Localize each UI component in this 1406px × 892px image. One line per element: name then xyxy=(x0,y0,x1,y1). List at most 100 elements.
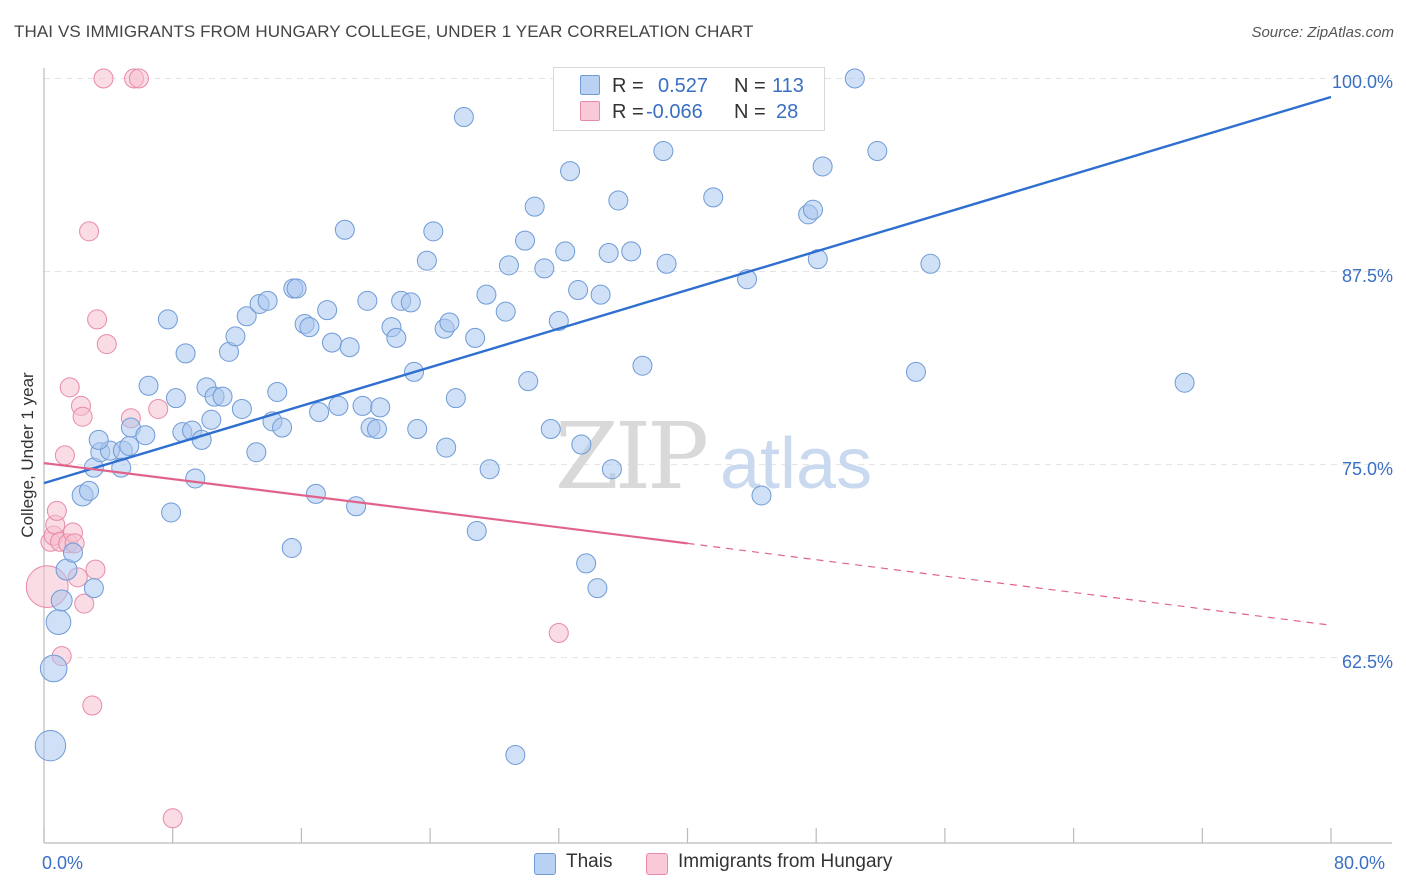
thais-point xyxy=(568,280,589,301)
thais-point xyxy=(465,327,486,348)
thais-point xyxy=(601,459,622,480)
y-tick-label: 87.5% xyxy=(1341,265,1393,286)
thais-point xyxy=(62,542,83,563)
legend-row-hungary: R = -0.066 N = 28 xyxy=(554,101,824,127)
hungary-point xyxy=(162,808,183,829)
stats-legend: R = 0.527 N = 113 R = -0.066 N = 28 xyxy=(553,67,825,131)
thais-point xyxy=(498,255,519,276)
thais-point xyxy=(201,409,222,430)
thais-point xyxy=(479,459,500,480)
thais-point xyxy=(920,253,941,274)
legend-r-label: R = xyxy=(612,75,644,97)
thais-point xyxy=(802,199,823,220)
thais-point xyxy=(267,381,288,402)
thais-point xyxy=(352,395,373,416)
thais-point xyxy=(161,502,182,523)
bottom-legend-label-hungary: Immigrants from Hungary xyxy=(678,851,893,872)
legend-n-value-thais: 113 xyxy=(772,75,804,97)
thais-trendline xyxy=(43,95,1332,485)
thais-point xyxy=(34,729,67,762)
source-label: Source: ZipAtlas.com xyxy=(1251,24,1394,41)
hungary-point xyxy=(93,68,114,89)
thais-point xyxy=(423,221,444,242)
hungary-point xyxy=(59,377,80,398)
thais-point xyxy=(548,310,569,331)
legend-swatch-hungary xyxy=(580,101,600,121)
thais-point xyxy=(400,292,421,313)
legend-r-label: R = xyxy=(612,101,644,123)
thais-point xyxy=(286,278,307,299)
thais-point xyxy=(236,306,257,327)
thais-point xyxy=(50,589,73,612)
thais-point xyxy=(299,317,320,338)
hungary-point xyxy=(148,398,169,419)
thais-point xyxy=(703,187,724,208)
thais-point xyxy=(79,480,100,501)
trendlines xyxy=(43,95,1332,626)
thais-point xyxy=(416,250,437,271)
thais-point xyxy=(751,485,772,506)
thais-point xyxy=(844,68,865,89)
watermark-atlas: atlas xyxy=(720,424,872,504)
legend-n-label: N = xyxy=(734,101,766,123)
hungary-point xyxy=(46,500,67,521)
thais-point xyxy=(83,578,104,599)
thais-point xyxy=(1174,372,1195,393)
thais-point xyxy=(157,309,178,330)
hungary-point xyxy=(72,406,93,427)
thais-point xyxy=(321,332,342,353)
thais-point xyxy=(534,258,555,279)
hungary-point xyxy=(96,334,117,355)
legend-swatch-thais xyxy=(580,75,600,95)
thais-point xyxy=(466,521,487,541)
thais-point xyxy=(212,386,233,407)
thais-point xyxy=(88,429,109,450)
thais-point xyxy=(357,290,378,311)
legend-n-value-hungary: 28 xyxy=(776,101,799,123)
thais-point xyxy=(370,397,391,418)
y-axis-label: College, Under 1 year xyxy=(18,372,37,538)
hungary-point xyxy=(87,309,108,330)
thais-point xyxy=(576,553,597,574)
thais-point xyxy=(515,230,536,251)
bottom-legend-swatch-hungary xyxy=(646,853,668,875)
thais-point xyxy=(119,436,140,457)
legend-row-thais: R = 0.527 N = 113 xyxy=(554,75,824,101)
y-tick-label: 62.5% xyxy=(1341,651,1393,672)
legend-r-value-hungary: -0.066 xyxy=(646,101,703,123)
thais-point xyxy=(476,284,497,305)
thais-point xyxy=(560,161,581,182)
thais-point xyxy=(45,609,72,635)
thais-point xyxy=(231,398,252,419)
thais-point xyxy=(225,326,246,347)
hungary-point xyxy=(128,68,149,89)
hungary-trendline xyxy=(43,461,688,545)
y-tick-label: 75.0% xyxy=(1341,458,1393,479)
thais-point xyxy=(305,483,326,504)
thais-point xyxy=(135,425,156,446)
x-tick-label-max: 80.0% xyxy=(1334,853,1386,873)
thais-point xyxy=(505,744,526,765)
thais-point xyxy=(555,241,576,262)
thais-point xyxy=(656,253,677,274)
thais-point xyxy=(621,241,642,262)
legend-n-label: N = xyxy=(734,75,766,97)
y-tick-label: 100.0% xyxy=(1331,72,1393,93)
bottom-legend-label-thais: Thais xyxy=(566,851,613,872)
thais-point xyxy=(812,156,833,177)
x-tick-marks xyxy=(43,828,1332,843)
watermark: ZIP atlas xyxy=(555,403,872,510)
thais-point xyxy=(386,327,407,348)
thais-point xyxy=(598,242,619,263)
bottom-legend-swatch-thais xyxy=(534,853,556,875)
thais-point xyxy=(608,190,629,211)
hungary-point xyxy=(54,445,75,466)
thais-point xyxy=(453,107,474,128)
hungary-point xyxy=(74,593,95,614)
hungary-point xyxy=(79,221,100,242)
thais-point xyxy=(540,419,561,440)
hungary-point xyxy=(82,695,103,716)
thais-point xyxy=(281,537,302,558)
thais-point xyxy=(272,417,293,438)
